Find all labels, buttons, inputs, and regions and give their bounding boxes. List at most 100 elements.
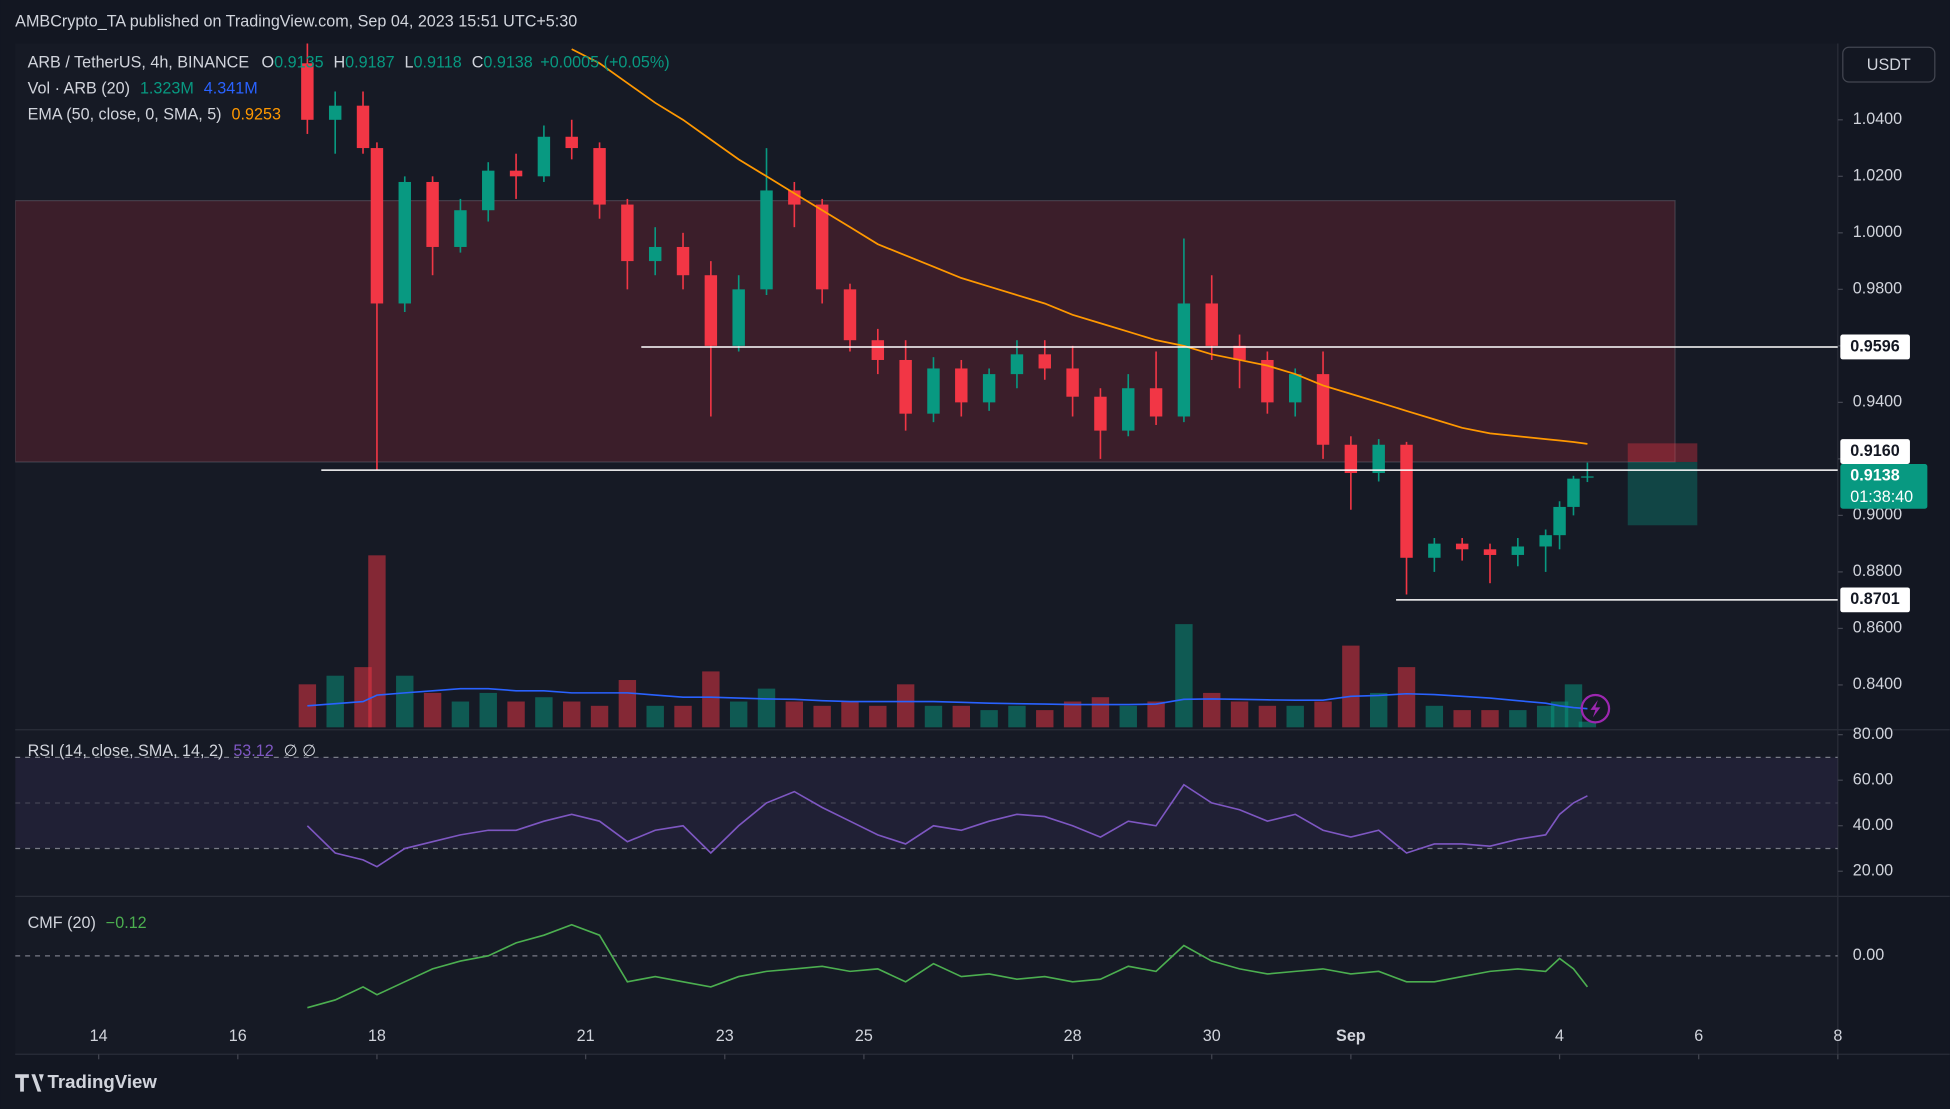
y-tick-label: 0.8800 xyxy=(1853,562,1902,580)
x-tick-label: 4 xyxy=(1555,1027,1564,1045)
candle-body xyxy=(1316,374,1330,445)
legend-row: EMA (50, close, 0, SMA, 5) 0.9253 xyxy=(28,106,281,124)
volume-bar xyxy=(841,701,859,728)
cmf-tick-label: 0.00 xyxy=(1853,946,1884,964)
volume-bar xyxy=(1342,645,1360,728)
rsi-extra: ∅ ∅ xyxy=(284,742,317,760)
x-tick-label: 30 xyxy=(1203,1027,1221,1045)
volume-bar xyxy=(1203,692,1221,728)
volume-bar xyxy=(1230,701,1249,728)
volume-bar xyxy=(869,705,887,728)
volume-bar xyxy=(646,705,664,728)
rsi-tick-label: 20.00 xyxy=(1853,862,1893,880)
volume-bar xyxy=(368,555,386,728)
candle-body xyxy=(1010,354,1024,375)
x-tick-label: 23 xyxy=(716,1027,734,1045)
change: +0.0005 (+0.05%) xyxy=(540,54,669,72)
y-tick-label: 0.9800 xyxy=(1853,280,1902,298)
high: 0.9187 xyxy=(345,54,394,72)
volume-bar xyxy=(1036,710,1054,728)
candle-body xyxy=(1038,354,1051,369)
volume-bar xyxy=(451,701,470,728)
candle-body xyxy=(871,340,885,360)
y-tick-label: 1.0000 xyxy=(1853,223,1902,241)
volume-bar xyxy=(1008,705,1026,728)
volume-bar xyxy=(1397,667,1416,728)
candle-body xyxy=(1177,303,1191,417)
alert-bolt xyxy=(1590,699,1601,718)
volume-bar xyxy=(896,684,915,728)
candle-body xyxy=(1205,303,1218,346)
volume-bar xyxy=(479,692,497,728)
rsi-band xyxy=(15,757,1838,849)
candle-body xyxy=(1094,396,1107,431)
low-label: L xyxy=(405,54,414,72)
candle-body xyxy=(955,368,968,403)
header-text: AMBCrypto_TA published on TradingView.co… xyxy=(15,13,577,31)
level-label: 0.8701 xyxy=(1850,590,1899,608)
candle-body xyxy=(1288,374,1302,403)
volume-bar xyxy=(1314,701,1332,728)
volume-bar xyxy=(813,705,831,728)
candle-body xyxy=(398,181,411,304)
volume-bar xyxy=(757,688,776,728)
candle-body xyxy=(1539,535,1552,547)
candle-body xyxy=(593,148,606,205)
candle-body xyxy=(815,204,829,290)
candle-body xyxy=(1553,506,1566,536)
volume-bar xyxy=(423,692,442,728)
candle-body xyxy=(732,289,745,346)
volume-bar xyxy=(1536,705,1555,728)
symbol: ARB / TetherUS, 4h, BINANCE xyxy=(28,54,250,72)
volume-bar xyxy=(1147,701,1165,728)
price-pane xyxy=(15,43,1838,728)
rsi-name: RSI (14, close, SMA, 14, 2) xyxy=(28,742,224,760)
candle-body xyxy=(676,246,690,276)
volume-bar xyxy=(563,701,581,728)
volume-bar xyxy=(507,701,525,728)
level-label-box xyxy=(1840,587,1910,613)
y-tick-label: 0.9000 xyxy=(1853,506,1902,524)
countdown: 01:38:40 xyxy=(1850,488,1913,506)
currency-label[interactable]: USDT xyxy=(1867,56,1911,74)
volume-ma-last: 4.341M xyxy=(204,80,258,98)
ema-line xyxy=(571,48,1588,445)
volume-bar xyxy=(535,697,553,728)
candle-body xyxy=(454,210,467,247)
x-tick-label: 16 xyxy=(229,1027,247,1045)
volume-bar xyxy=(1119,705,1137,728)
close-label: C xyxy=(472,54,484,72)
volume-bar xyxy=(1258,705,1277,728)
y-tick-label: 1.0200 xyxy=(1853,167,1902,185)
currency-button[interactable] xyxy=(1842,46,1936,83)
volume-bar xyxy=(1063,701,1082,728)
alert-icon[interactable] xyxy=(1580,693,1611,724)
candle-body xyxy=(1344,444,1358,474)
rsi-last: 53.12 xyxy=(233,742,273,760)
rsi-tick-label: 40.00 xyxy=(1853,816,1893,834)
candle-body xyxy=(1511,546,1525,555)
volume-bar xyxy=(980,710,998,728)
y-tick-label: 0.8600 xyxy=(1853,619,1902,637)
high-label: H xyxy=(334,54,346,72)
rsi-line xyxy=(306,783,1588,868)
candle-body xyxy=(1428,543,1441,558)
volume-bar xyxy=(1425,705,1444,728)
candle-body xyxy=(1066,368,1079,397)
cmf-line xyxy=(307,923,1589,1009)
volume-bar xyxy=(785,701,804,728)
level-label: 0.9596 xyxy=(1850,337,1899,355)
volume-bar xyxy=(326,675,344,728)
candle-body xyxy=(328,105,342,120)
volume-bar xyxy=(590,705,609,728)
candle-body xyxy=(760,190,773,290)
candle-body xyxy=(1122,388,1135,431)
candle-body xyxy=(1149,388,1163,417)
x-tick-label: 8 xyxy=(1833,1027,1842,1045)
x-tick-label: 25 xyxy=(855,1027,873,1045)
position-stop xyxy=(1627,443,1698,462)
level-label-box xyxy=(1840,334,1910,360)
last-price-box xyxy=(1840,463,1928,509)
candle-body xyxy=(1372,444,1385,474)
candle-body xyxy=(899,359,912,414)
